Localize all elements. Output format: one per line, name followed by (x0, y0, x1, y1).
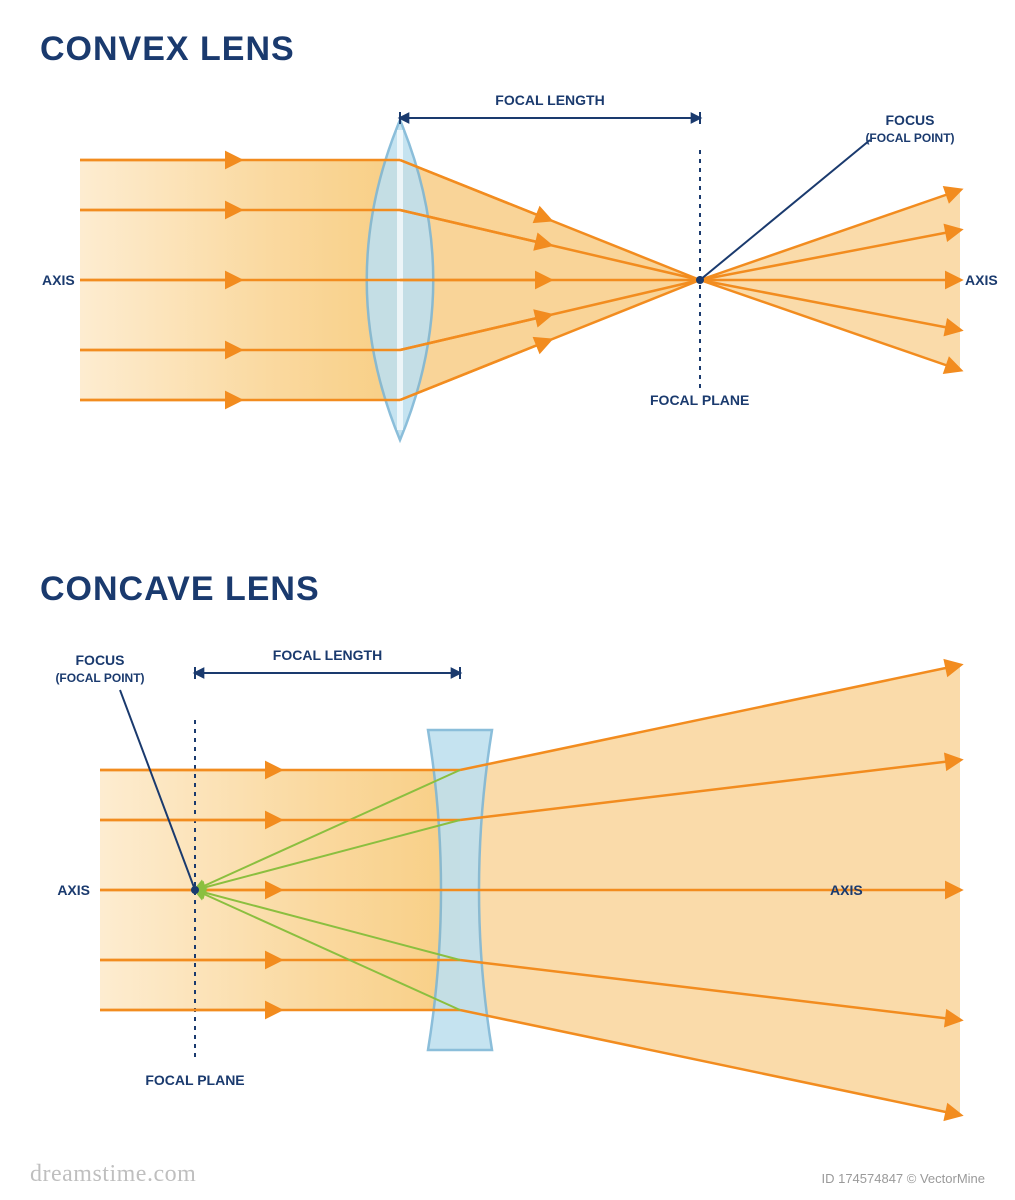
convex-section: FOCAL LENGTH AXIS AXIS FOCAL PLANE FOCUS (FOC… (42, 92, 998, 440)
svg-text:FOCAL PLANE: FOCAL PLANE (145, 1072, 244, 1088)
watermark-credit: ID 174574847 © VectorMine (821, 1171, 985, 1186)
svg-text:AXIS: AXIS (57, 882, 90, 898)
diagram-container: FOCAL LENGTH AXIS AXIS FOCAL PLANE FOCUS (FOC… (0, 0, 1015, 1200)
svg-text:FOCAL PLANE: FOCAL PLANE (650, 392, 749, 408)
concave-section: FOCAL LENGTH AXIS AXIS FOCAL PLANE FOCUS (FOC… (55, 647, 960, 1115)
svg-text:FOCAL LENGTH: FOCAL LENGTH (273, 647, 382, 663)
svg-text:(FOCAL POINT): (FOCAL POINT) (55, 671, 144, 685)
svg-text:AXIS: AXIS (965, 272, 998, 288)
svg-text:FOCUS: FOCUS (76, 652, 125, 668)
svg-text:FOCUS: FOCUS (886, 112, 935, 128)
svg-text:AXIS: AXIS (830, 882, 863, 898)
watermark-text: dreamstime.com (30, 1161, 196, 1188)
svg-text:(FOCAL POINT): (FOCAL POINT) (865, 131, 954, 145)
concave-title: CONCAVE LENS (40, 570, 320, 608)
svg-text:AXIS: AXIS (42, 272, 75, 288)
convex-title: CONVEX LENS (40, 30, 295, 68)
lens-diagram-svg: FOCAL LENGTH AXIS AXIS FOCAL PLANE FOCUS (FOC… (0, 0, 1015, 1200)
svg-text:FOCAL LENGTH: FOCAL LENGTH (495, 92, 604, 108)
